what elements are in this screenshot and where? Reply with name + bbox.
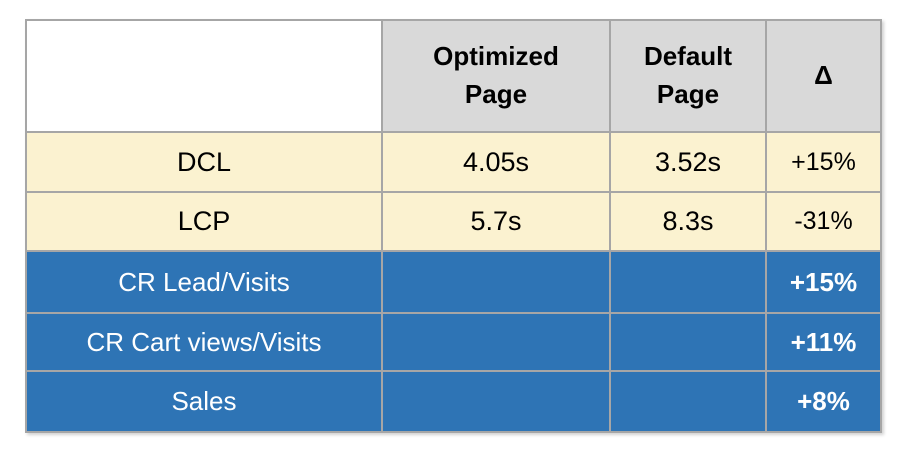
delta-value: +11% xyxy=(765,312,882,372)
table-row-dcl: DCL 4.05s 3.52s +15% xyxy=(25,131,882,193)
row-label: DCL xyxy=(25,131,383,193)
delta-value: +15% xyxy=(765,250,882,314)
header-cell-empty xyxy=(25,19,383,133)
table-row-sales: Sales +8% xyxy=(25,370,882,433)
table-row-lcp: LCP 5.7s 8.3s -31% xyxy=(25,191,882,252)
table-header-row: Optimized Page Default Page Δ xyxy=(25,19,882,133)
row-label: CR Cart views/Visits xyxy=(25,312,383,372)
row-label: Sales xyxy=(25,370,383,433)
table-row-cr-cart-views-visits: CR Cart views/Visits +11% xyxy=(25,312,882,372)
delta-value: -31% xyxy=(765,191,882,252)
default-value: 3.52s xyxy=(609,131,767,193)
optimized-value xyxy=(381,250,611,314)
optimized-value xyxy=(381,370,611,433)
header-cell-delta: Δ xyxy=(765,19,882,133)
default-value xyxy=(609,250,767,314)
default-value: 8.3s xyxy=(609,191,767,252)
row-label: CR Lead/Visits xyxy=(25,250,383,314)
optimized-value: 5.7s xyxy=(381,191,611,252)
delta-value: +15% xyxy=(765,131,882,193)
default-value xyxy=(609,312,767,372)
optimized-value xyxy=(381,312,611,372)
comparison-table-wrap: Optimized Page Default Page Δ DCL 4.05s … xyxy=(25,19,882,433)
table-row-cr-lead-visits: CR Lead/Visits +15% xyxy=(25,250,882,314)
row-label: LCP xyxy=(25,191,383,252)
header-cell-optimized-page: Optimized Page xyxy=(381,19,611,133)
delta-value: +8% xyxy=(765,370,882,433)
header-cell-default-page: Default Page xyxy=(609,19,767,133)
optimized-value: 4.05s xyxy=(381,131,611,193)
default-value xyxy=(609,370,767,433)
page-comparison-table: Optimized Page Default Page Δ DCL 4.05s … xyxy=(25,19,882,433)
